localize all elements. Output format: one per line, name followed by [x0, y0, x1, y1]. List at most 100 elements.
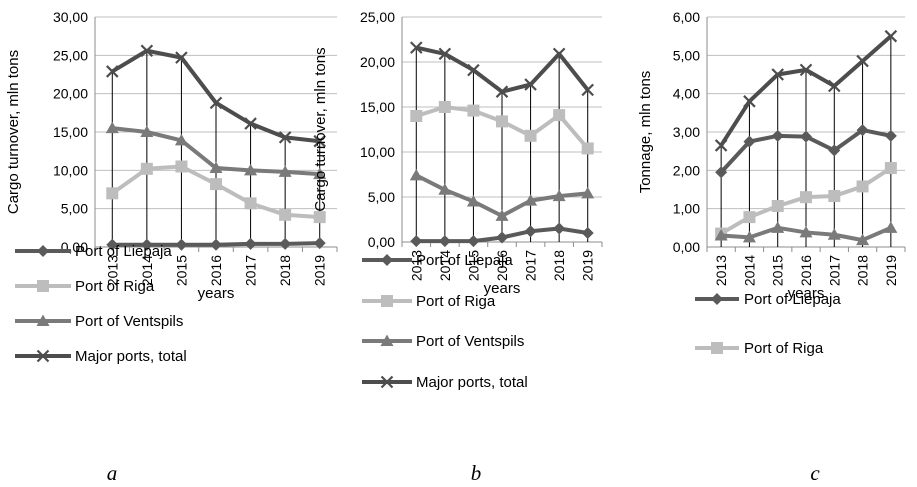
y-tick-label: 0,00 — [368, 234, 395, 250]
y-axis-title: Cargo turnover, mln tons — [312, 47, 329, 211]
legend-marker — [381, 254, 393, 266]
data-point — [140, 162, 153, 175]
legend-entry: Major ports, total — [362, 374, 528, 391]
x-axis-title: years — [484, 280, 521, 297]
data-point — [467, 63, 480, 77]
legend-marker — [37, 280, 49, 292]
legend-marker — [37, 245, 49, 257]
data-point — [884, 221, 898, 233]
data-point — [467, 235, 480, 248]
legend-marker — [380, 334, 394, 346]
series-line — [415, 45, 590, 94]
x-tick-label: 2016 — [494, 250, 510, 281]
y-tick-label: 20,00 — [360, 54, 395, 70]
data-point — [581, 83, 594, 97]
x-tick-label: 2018 — [551, 250, 567, 281]
data-point — [799, 225, 813, 238]
legend-entry: Port of Riga — [362, 293, 496, 310]
data-point — [828, 190, 841, 203]
data-point — [313, 167, 327, 180]
y-tick-label: 10,00 — [53, 162, 88, 178]
x-tick-label: 2015 — [173, 255, 189, 286]
x-tick-label: 2017 — [826, 255, 842, 286]
data-point — [438, 101, 451, 113]
data-point — [495, 209, 509, 221]
data-point — [800, 191, 812, 204]
y-tick-label: 25,00 — [53, 47, 88, 63]
series-2 — [105, 121, 327, 180]
legend-label: Port of Riga — [744, 340, 824, 357]
legend-marker — [380, 375, 394, 389]
x-tick-label: 2013 — [713, 255, 729, 286]
data-point — [743, 135, 756, 148]
data-point — [209, 161, 223, 174]
legend-entry: Port of Riga — [695, 340, 824, 357]
data-point — [743, 95, 756, 108]
x-tick-label: 2014 — [437, 250, 453, 281]
legend-marker — [36, 314, 50, 326]
y-tick-label: 1,00 — [673, 201, 700, 217]
x-tick-label: 2016 — [798, 255, 814, 286]
chart-panel-b: 0,00 5,00 10,00 15,00 20,00 25,00 2013 2014 2015… — [312, 9, 603, 485]
x-axis-title: years — [198, 285, 235, 302]
data-point — [581, 142, 594, 155]
legend-label: Port of Liepaja — [416, 252, 513, 269]
panel-label: a — [107, 461, 118, 485]
y-tick-label: 10,00 — [360, 144, 395, 160]
y-tick-label: 25,00 — [360, 9, 395, 25]
data-point — [799, 63, 813, 77]
data-point — [438, 183, 452, 195]
x-tick-label: 2019 — [580, 250, 596, 281]
data-point — [175, 160, 188, 173]
x-tick-label: 2018 — [277, 255, 293, 286]
legend-label: Major ports, total — [416, 374, 528, 391]
data-point — [410, 41, 423, 54]
series-0 — [715, 124, 897, 179]
data-point — [140, 238, 153, 251]
data-point — [884, 29, 898, 43]
data-point — [410, 110, 423, 122]
legend-label: Port of Riga — [75, 278, 155, 295]
y-tick-label: 4,00 — [673, 86, 700, 102]
data-point — [552, 47, 566, 61]
data-point — [714, 139, 728, 152]
data-point — [313, 237, 326, 250]
data-point — [313, 211, 326, 224]
x-tick-label: 2016 — [208, 255, 224, 286]
legend-label: Port of Ventspils — [75, 313, 183, 330]
x-tick-label: 2017 — [523, 250, 539, 281]
x-tick-label: 2017 — [243, 255, 259, 286]
y-tick-label: 0,00 — [673, 239, 700, 255]
series-1 — [410, 101, 594, 155]
data-point — [106, 65, 119, 78]
y-tick-label: 5,00 — [368, 189, 395, 205]
legend-marker — [711, 342, 723, 354]
x-tick-label: 2013 — [408, 250, 424, 281]
data-point — [771, 221, 785, 233]
y-tick-label: 5,00 — [673, 47, 700, 63]
x-tick-label: 2014 — [139, 255, 155, 286]
data-point — [278, 131, 292, 144]
data-point — [279, 208, 292, 221]
data-point — [552, 189, 566, 202]
legend-entry: Port of Liepaja — [15, 243, 172, 260]
data-point — [466, 195, 480, 207]
data-point — [581, 227, 594, 239]
series-2 — [714, 221, 898, 246]
series-1 — [106, 160, 326, 224]
data-point — [438, 235, 451, 248]
data-point — [771, 129, 784, 142]
panel-label: b — [471, 461, 482, 485]
data-point — [496, 231, 508, 244]
data-point — [279, 237, 292, 250]
legend-label: Major ports, total — [75, 348, 187, 365]
data-point — [828, 79, 841, 93]
data-point — [771, 199, 784, 212]
legend-entry: Port of Liepaja — [695, 291, 841, 308]
x-tick-label: 2015 — [465, 250, 481, 281]
data-point — [496, 115, 508, 128]
data-point — [553, 222, 566, 235]
x-tick-label: 2015 — [770, 255, 786, 286]
data-point — [856, 54, 869, 68]
data-point — [409, 168, 423, 181]
